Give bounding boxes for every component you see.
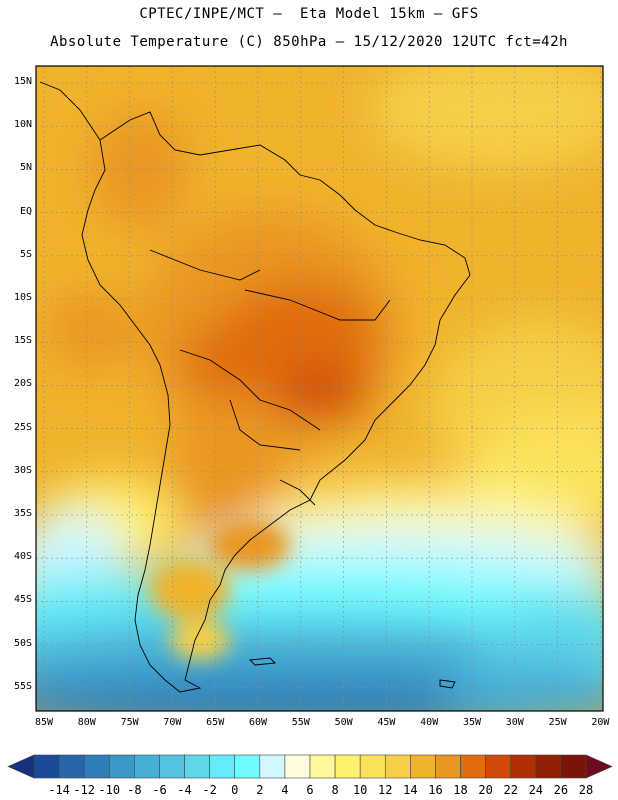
colorbar-label: 8 <box>331 783 339 797</box>
colorbar-label: -14 <box>48 783 70 797</box>
colorbar-label: 18 <box>453 783 468 797</box>
colorbar-swatch <box>460 754 486 779</box>
colorbar-max-arrow <box>585 754 613 779</box>
colorbar-swatch <box>535 754 562 779</box>
colorbar-label: 2 <box>256 783 264 797</box>
colorbar-label: -2 <box>202 783 217 797</box>
lat-label: 15N <box>13 76 32 87</box>
central-america-coast <box>39 81 101 141</box>
lat-label: 35S <box>13 508 32 519</box>
lon-label: 75W <box>120 717 139 728</box>
lat-label: EQ <box>19 205 32 217</box>
colorbar-swatch <box>334 754 361 779</box>
colorbar-label: 24 <box>528 783 544 797</box>
colorbar-swatch <box>108 754 135 779</box>
lon-label: 30W <box>505 717 524 728</box>
border-c <box>229 399 301 451</box>
lat-label: 10S <box>13 292 32 303</box>
colorbar-swatch <box>359 754 386 779</box>
lat-label: 30S <box>13 464 32 476</box>
colorbar-label: 0 <box>231 783 239 797</box>
island-south-georgia <box>439 679 456 689</box>
lat-label: 25S <box>13 421 32 433</box>
colorbar-label: -6 <box>152 783 167 797</box>
lon-label: 50W <box>334 717 353 728</box>
border-b <box>179 349 321 431</box>
colorbar-swatch <box>134 754 160 779</box>
map-title: CPTEC/INPE/MCT – Eta Model 15km – GFS <box>139 6 479 22</box>
colorbar-swatch <box>485 754 512 779</box>
lat-label: 40S <box>13 551 32 563</box>
colorbar-swatch <box>410 754 436 779</box>
colorbar-label: -10 <box>98 783 121 797</box>
lon-label: 40W <box>420 717 439 728</box>
colorbar-label: 16 <box>428 783 443 797</box>
lat-label: 10N <box>13 119 32 131</box>
colorbar-swatch <box>58 754 85 779</box>
lat-label: 45S <box>13 594 32 606</box>
colorbar-swatch <box>83 754 110 779</box>
lon-label: 65W <box>206 717 225 728</box>
colorbar-label: -4 <box>177 783 192 797</box>
colorbar-label: 22 <box>503 783 518 797</box>
lon-label: 55W <box>291 717 310 728</box>
island-falklands <box>249 657 276 666</box>
colorbar-swatch <box>435 754 461 779</box>
colorbar-swatch <box>309 754 336 779</box>
colorbar-label: 4 <box>281 783 289 797</box>
map-frame <box>35 65 604 712</box>
lat-label: 20S <box>13 378 32 390</box>
colorbar-label: -8 <box>127 783 142 797</box>
lat-label: 50S <box>13 637 32 649</box>
colorbar-swatch <box>184 754 210 779</box>
lon-label: 25W <box>548 717 567 728</box>
lat-label: 55S <box>13 680 32 692</box>
lon-label: 70W <box>163 717 182 728</box>
colorbar-swatch <box>560 754 587 779</box>
lon-label: 45W <box>377 717 396 728</box>
colorbar-swatch <box>209 754 236 779</box>
temperature-field <box>36 66 603 711</box>
coastlines <box>39 81 471 693</box>
colorbar-label: -12 <box>73 783 96 797</box>
colorbar-label: 10 <box>352 783 368 797</box>
colorbar-swatch <box>234 754 261 779</box>
colorbar-swatch <box>510 754 537 779</box>
colorbar-label: 6 <box>306 783 314 797</box>
colorbar-swatch <box>259 754 286 779</box>
colorbar-label: 14 <box>403 783 418 797</box>
lon-label: 35W <box>462 717 482 728</box>
lat-label: 15S <box>13 335 32 347</box>
south-america-outline <box>81 111 471 693</box>
border-d <box>279 479 316 506</box>
colorbar-min-arrow <box>7 754 35 779</box>
colorbar-swatch <box>159 754 185 779</box>
map-subtitle: Absolute Temperature (C) 850hPa – 15/12/… <box>50 34 568 50</box>
lon-label: 85W <box>34 717 54 728</box>
colorbar-label: 12 <box>378 783 393 797</box>
lon-label: 20W <box>591 717 610 728</box>
colorbar-label: 28 <box>578 783 594 797</box>
colorbar-swatch <box>33 754 60 779</box>
colorbar-label: 20 <box>478 783 493 797</box>
lat-label: 5S <box>19 248 32 260</box>
lon-label: 80W <box>77 717 96 728</box>
colorbar-swatch <box>384 754 411 779</box>
border-e <box>149 249 261 281</box>
lat-label: 5N <box>19 162 32 174</box>
colorbar-swatch <box>284 754 311 779</box>
lon-label: 60W <box>248 717 268 728</box>
colorbar-label: 26 <box>553 783 569 797</box>
colorbar <box>7 754 613 779</box>
border-a <box>244 289 391 321</box>
